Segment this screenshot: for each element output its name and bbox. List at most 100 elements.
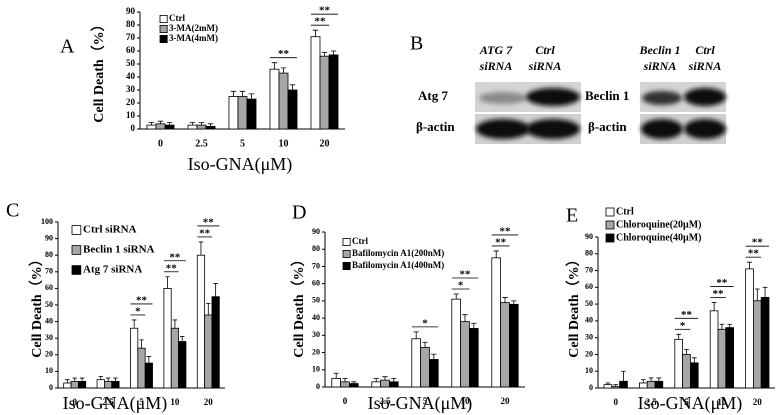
error-bar [373,377,379,382]
significance-label: ** [136,294,148,306]
lane-header: ATG 7 [479,43,513,57]
legend-swatch [605,207,615,217]
bar [428,359,439,388]
error-bar [189,122,196,126]
error-bar [148,122,155,126]
western-blot-panel: B ATG 7 siRNA Ctrl siRNA Atg 7 β-actin B… [410,33,726,144]
lane-header: siRNA [643,59,677,73]
error-bar [333,372,339,379]
y-axis-label: Cell Death（%） [291,252,307,357]
y-tick-label: 30 [585,332,593,341]
significance-label: ** [748,248,760,260]
bar [205,126,216,130]
bar [388,381,399,388]
panel-label: B [410,33,423,55]
bar [287,89,298,130]
error-bar [493,250,499,258]
panel-label: C [6,200,19,222]
bar [178,341,187,389]
x-tick-label: 0 [158,138,163,149]
significance-label: ** [278,48,290,60]
significance-label: * [422,317,428,329]
bar [70,380,79,389]
panel-label: E [566,205,578,227]
bar [104,380,113,389]
x-tick-label: 0 [72,397,77,407]
error-bar [248,93,255,100]
x-tick-label: 10 [461,396,471,406]
legend-label: Bafilomycin A1(400nM) [352,260,444,270]
error-bar [139,339,144,349]
y-tick-label: 20 [45,350,53,359]
x-tick-label: 20 [204,397,214,407]
error-bar [342,377,348,382]
x-axis-label: Iso-GNA(μM) [638,393,743,414]
blot-band [684,88,726,106]
bar [380,379,390,388]
x-tick-label: 10 [170,397,180,407]
error-bar [382,376,388,381]
bar [319,55,330,130]
bar [371,381,381,388]
bar [204,314,213,389]
y-tick-label: 60 [585,282,593,291]
bar [155,123,166,130]
bar [331,377,341,388]
y-tick-label: 90 [45,233,53,242]
x-tick-label: 0 [343,396,348,406]
bar [211,296,220,389]
bar [725,327,734,389]
bar [328,54,339,130]
bar [689,362,699,389]
error-bar [166,122,173,126]
y-tick-label: 80 [126,19,136,29]
row-label: Beclin 1 [585,88,629,103]
error-bar [431,353,437,360]
error-bar [621,370,626,382]
significance-label: ** [166,262,178,274]
error-bar [613,384,619,387]
error-bar [98,375,103,380]
error-bar [321,51,328,57]
y-tick-label: 40 [126,71,136,81]
legend-label: Ctrl [169,13,185,23]
y-tick-label: 0 [316,382,320,391]
significance-label: ** [752,237,764,249]
error-bar [391,377,397,382]
y-tick-label: 10 [585,366,593,375]
error-bar [65,379,70,384]
error-bar [230,90,237,97]
bar [144,362,153,389]
error-bar [105,377,111,382]
y-tick-label: 90 [585,232,593,241]
y-tick-label: 50 [312,296,320,305]
bar [603,384,613,389]
y-tick-label: 0 [131,123,136,133]
legend-label: Atg 7 siRNA [83,264,142,276]
x-tick-label: 5 [240,138,245,149]
x-axis-label: Iso-GNA(μM) [63,393,168,414]
error-bar [206,302,211,315]
bar [508,303,519,388]
bar [310,36,321,130]
row-label: β-actin [588,119,627,134]
legend-swatch [605,220,615,230]
significance-label: ** [713,288,725,300]
error-bar [271,62,278,70]
y-tick-label: 0 [49,383,53,392]
legend-label: Beclin 1 siRNA [83,244,155,256]
lane-header: siRNA [479,59,513,73]
error-bar [172,319,178,329]
y-axis-label: Cell Death（%） [29,252,45,357]
y-tick-label: 50 [585,299,593,308]
significance-label: * [458,280,464,292]
bar [246,98,257,130]
legend-swatch [159,24,168,33]
legend-swatch [605,233,615,243]
y-tick-label: 20 [312,347,320,356]
bar-chart-panel: A Cell Death（%）Iso-GNA(μM)010203040506070… [60,5,345,175]
lane-header: Beclin 1 [639,43,681,57]
